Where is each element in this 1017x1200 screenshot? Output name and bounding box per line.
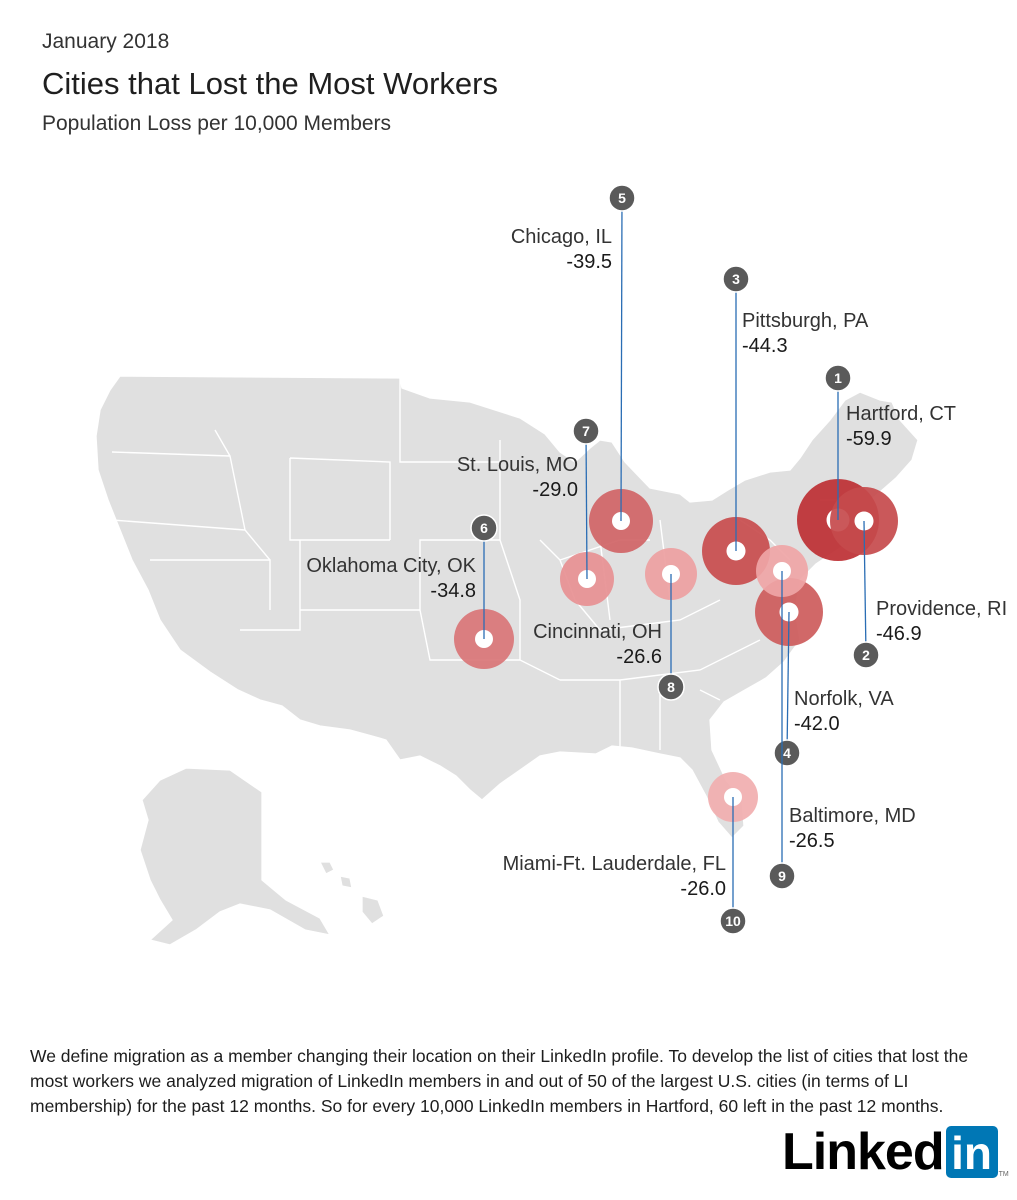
city-callout-9: 9 Baltimore, MD -26.5	[768, 571, 916, 890]
city-value: -42.0	[794, 713, 840, 735]
city-callout-3: 3 Pittsburgh, PA -44.3	[722, 265, 869, 551]
city-name: Oklahoma City, OK	[306, 555, 476, 577]
leader-line	[786, 611, 790, 754]
city-value: -34.8	[430, 580, 476, 602]
city-value: -26.5	[789, 830, 835, 852]
city-callout-4: 4 Norfolk, VA -42.0	[773, 611, 894, 767]
city-name: Providence, RI	[876, 598, 1007, 620]
rank-badge	[773, 739, 801, 767]
city-callout-1: 1 Hartford, CT -59.9	[824, 364, 956, 520]
rank-number: 6	[480, 520, 488, 536]
rank-badge	[470, 514, 498, 542]
rank-badge	[657, 673, 685, 701]
logo-trademark: TM	[998, 1171, 1009, 1178]
city-value: -26.0	[680, 878, 726, 900]
city-name: Miami-Ft. Lauderdale, FL	[503, 853, 726, 875]
us-map: 1 Hartford, CT -59.9 2 Providence, RI -46.9 3 P…	[95, 184, 1007, 946]
leader-line	[863, 520, 867, 656]
city-value: -26.6	[616, 646, 662, 668]
rank-number: 7	[582, 423, 590, 439]
city-value: -39.5	[566, 251, 612, 273]
city-name: Baltimore, MD	[789, 805, 916, 827]
rank-badge	[852, 641, 880, 669]
chart-title: Cities that Lost the Most Workers	[42, 66, 498, 101]
linkedin-logo: Linked in TM	[782, 1123, 1009, 1181]
leader-line	[585, 430, 588, 580]
city-name: Norfolk, VA	[794, 688, 894, 710]
city-callout-8: 8 Cincinnati, OH -26.6	[533, 574, 685, 701]
logo-in-box: in	[945, 1126, 998, 1179]
city-value: -46.9	[876, 623, 922, 645]
rank-badge	[719, 907, 747, 935]
city-value: -29.0	[532, 479, 578, 501]
city-callout-5: 5 Chicago, IL -39.5	[511, 184, 636, 522]
city-value: -44.3	[742, 335, 788, 357]
alaska-shape	[139, 767, 332, 946]
leader-line	[620, 197, 623, 522]
date-label: January 2018	[42, 30, 170, 53]
city-callout-7: 7St. Louis, MO -29.0	[457, 417, 600, 580]
us-landmass	[95, 375, 919, 946]
city-name: Chicago, IL	[511, 226, 612, 248]
contiguous-us-shape	[95, 375, 919, 839]
logo-wordmark: Linked	[782, 1123, 945, 1181]
rank-number: 8	[667, 679, 675, 695]
rank-badge	[722, 265, 750, 293]
footnote: We define migration as a member changing…	[30, 1046, 969, 1116]
city-callout-2: 2 Providence, RI -46.9	[852, 520, 1007, 669]
city-value: -59.9	[846, 428, 892, 450]
city-markers: 1 Hartford, CT -59.9 2 Providence, RI -46.9 3 P…	[306, 184, 1007, 935]
city-name: Hartford, CT	[846, 403, 956, 425]
city-callout-6: 6 Oklahoma City, OK -34.8	[306, 514, 498, 639]
rank-number: 9	[778, 868, 786, 884]
rank-badge	[768, 862, 796, 890]
city-callout-10: 10 Miami-Ft. Lauderdale, FL -26.0	[503, 797, 747, 935]
rank-badge	[572, 417, 600, 445]
rank-badge	[824, 364, 852, 392]
chart-subtitle: Population Loss per 10,000 Members	[42, 112, 392, 135]
rank-number: 10	[725, 913, 741, 929]
rank-number: 3	[732, 271, 740, 287]
rank-number: 5	[618, 190, 626, 206]
rank-number: 1	[834, 370, 842, 386]
rank-number: 2	[862, 647, 870, 663]
city-name: Cincinnati, OH	[533, 621, 662, 643]
hawaii-shape	[318, 861, 385, 925]
city-name: St. Louis, MO	[457, 454, 578, 476]
city-name: Pittsburgh, PA	[742, 310, 869, 332]
rank-badge	[608, 184, 636, 212]
rank-number: 4	[783, 745, 791, 761]
